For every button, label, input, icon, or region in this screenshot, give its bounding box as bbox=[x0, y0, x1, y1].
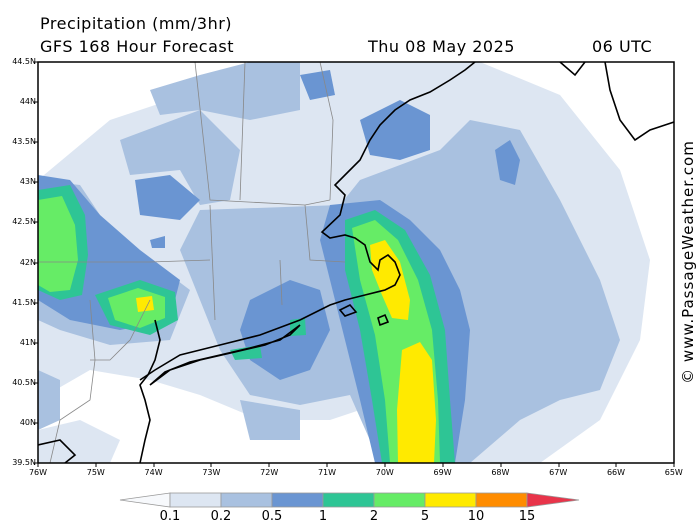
lon-label: 66W bbox=[606, 468, 626, 477]
lat-label: 44.5N bbox=[12, 57, 36, 66]
lat-label: 40.5N bbox=[12, 377, 36, 387]
lat-label: 39.5N bbox=[12, 458, 36, 467]
legend-tick-label: 15 bbox=[518, 509, 536, 524]
credit-text: © www.PassageWeather.com bbox=[679, 140, 697, 384]
legend-tick-label: 2 bbox=[369, 509, 379, 524]
valid-date: Thu 08 May 2025 bbox=[368, 37, 515, 56]
lon-label: 76W bbox=[28, 468, 48, 477]
lon-label: 65W bbox=[664, 468, 683, 477]
legend-tick-label: 0.5 bbox=[261, 509, 283, 524]
lat-label: 41N bbox=[19, 337, 36, 347]
lon-label: 74W bbox=[144, 468, 163, 477]
legend-tick-label: 1 bbox=[318, 509, 328, 524]
model-line: GFS 168 Hour Forecast bbox=[40, 37, 235, 56]
coastline bbox=[38, 62, 674, 463]
lon-label: 71W bbox=[317, 468, 337, 477]
lat-label: 41.5N bbox=[12, 297, 36, 307]
lat-label: 42.5N bbox=[12, 217, 36, 227]
map-area bbox=[38, 62, 674, 463]
lon-label: 70W bbox=[375, 468, 394, 477]
lat-label: 40N bbox=[19, 417, 36, 427]
lon-label: 72W bbox=[260, 468, 279, 477]
lon-label: 69W bbox=[433, 468, 452, 477]
axis-ticks bbox=[34, 61, 675, 467]
valid-time: 06 UTC bbox=[592, 37, 653, 56]
lon-label: 67W bbox=[549, 468, 568, 477]
legend-tick-label: 10 bbox=[467, 509, 485, 524]
lat-label: 43N bbox=[19, 177, 36, 187]
legend-tick-label: 0.2 bbox=[210, 509, 232, 524]
lon-label: 73W bbox=[202, 468, 221, 477]
state-boundaries bbox=[38, 62, 346, 463]
lat-label: 42N bbox=[19, 257, 36, 267]
legend-tick-label: 0.1 bbox=[159, 509, 181, 524]
lat-label: 43.5N bbox=[12, 137, 36, 147]
lat-label: 44N bbox=[19, 97, 36, 107]
lon-label: 68W bbox=[491, 468, 510, 477]
legend-tick-label: 5 bbox=[420, 509, 430, 524]
chart-title: Precipitation (mm/3hr) bbox=[40, 14, 233, 33]
lon-label: 75W bbox=[86, 468, 105, 477]
